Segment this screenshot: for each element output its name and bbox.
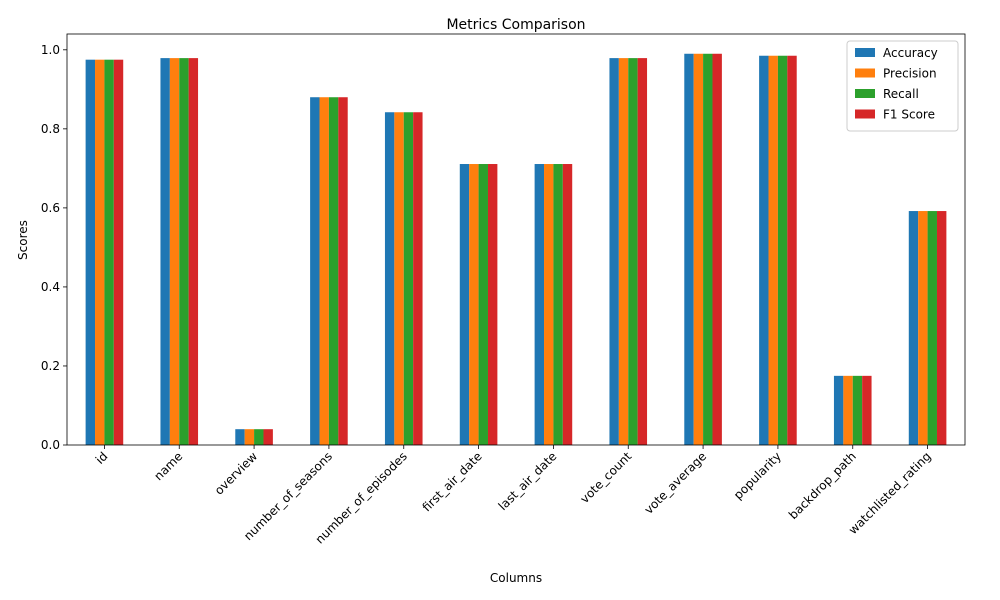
bar-recall-id xyxy=(104,59,114,445)
bar-accuracy-vote-average xyxy=(684,53,694,446)
legend-box xyxy=(846,40,959,132)
y-axis-label: Scores xyxy=(16,220,30,260)
x-axis-ticks: id name overviewnumber_of_seasonsnumber_of… xyxy=(93,445,934,547)
bar-accuracy-first-air-date xyxy=(459,164,470,446)
bar-precision-name xyxy=(169,58,180,446)
bar-f1-score-name xyxy=(188,58,199,446)
bar-recall-backdrop-path xyxy=(852,375,863,445)
bar-precision-popularity xyxy=(768,55,778,446)
y-tick-label: 0.4 xyxy=(41,280,60,294)
legend-swatch xyxy=(855,68,875,78)
bar-f1-score-popularity xyxy=(787,55,797,446)
bar-accuracy-number-of-episodes xyxy=(384,112,395,445)
y-tick-label: 1.0 xyxy=(41,43,60,57)
bar-accuracy-backdrop-path xyxy=(833,375,844,445)
bar-precision-vote-count xyxy=(618,58,629,446)
bar-accuracy-number-of-seasons xyxy=(310,97,320,445)
bar-precision-watchlisted-rating xyxy=(918,211,928,445)
y-axis-ticks: 0.0 0.2 0.4 0.6 0.8 1.0 xyxy=(41,43,67,452)
bar-f1-score-first-air-date xyxy=(487,164,498,446)
legend-label: Accuracy xyxy=(883,46,938,60)
plot-frame xyxy=(66,33,966,446)
bars-group xyxy=(85,53,947,446)
bar-recall-first-air-date xyxy=(478,164,488,446)
bar-f1-score-last-air-date xyxy=(562,164,573,446)
bar-accuracy-overview xyxy=(235,429,245,445)
bar-recall-number-of-seasons xyxy=(328,97,339,445)
x-tick-label: first_air_date xyxy=(420,449,485,514)
bar-recall-popularity xyxy=(777,55,788,446)
bar-precision-number-of-seasons xyxy=(319,97,329,445)
bar-recall-number-of-episodes xyxy=(403,112,414,445)
bar-recall-watchlisted-rating xyxy=(927,211,937,445)
bar-f1-score-backdrop-path xyxy=(862,375,872,445)
legend-swatch xyxy=(855,48,875,57)
x-tick-label: backdrop_path xyxy=(786,449,859,522)
x-tick-label: name xyxy=(151,449,185,483)
bar-accuracy-watchlisted-rating xyxy=(908,211,919,445)
legend: Accuracy Precision Recall F1 Score xyxy=(846,40,959,132)
bar-precision-id xyxy=(95,59,105,445)
bar-recall-name xyxy=(179,58,189,446)
chart-title: Metrics Comparison xyxy=(446,17,585,33)
y-tick-label: 0.6 xyxy=(41,201,60,215)
y-tick-label: 0.0 xyxy=(41,438,60,452)
y-tick-label: 0.2 xyxy=(41,359,60,373)
legend-label: Precision xyxy=(883,67,937,81)
bar-recall-overview xyxy=(254,429,264,445)
bar-accuracy-name xyxy=(160,58,170,446)
x-tick-label: vote_count xyxy=(578,449,635,506)
bar-f1-score-watchlisted-rating xyxy=(936,211,947,445)
bar-f1-score-number-of-seasons xyxy=(338,97,348,445)
x-tick-label: watchlisted_rating xyxy=(846,449,934,537)
bar-precision-vote-average xyxy=(693,53,704,446)
bar-accuracy-last-air-date xyxy=(534,164,545,446)
bar-precision-number-of-episodes xyxy=(394,112,404,445)
bar-f1-score-overview xyxy=(263,429,273,445)
bar-f1-score-vote-average xyxy=(712,53,722,446)
x-tick-label: last_air_date xyxy=(496,449,560,513)
bar-f1-score-number-of-episodes xyxy=(413,112,423,445)
legend-swatch xyxy=(855,89,875,98)
y-tick-label: 0.8 xyxy=(41,122,60,136)
bar-accuracy-popularity xyxy=(759,55,769,446)
legend-label: Recall xyxy=(883,87,919,101)
bar-precision-first-air-date xyxy=(469,164,479,446)
bar-precision-last-air-date xyxy=(544,164,554,446)
bar-recall-vote-count xyxy=(628,58,638,446)
bar-accuracy-vote-count xyxy=(609,58,619,446)
bar-f1-score-id xyxy=(113,59,124,445)
bar-precision-backdrop-path xyxy=(843,375,853,445)
legend-swatch xyxy=(855,109,875,119)
x-tick-label: overview xyxy=(212,449,260,497)
x-tick-label: id xyxy=(93,449,111,467)
bar-f1-score-vote-count xyxy=(637,58,648,446)
x-tick-label: vote_average xyxy=(642,449,710,517)
legend-label: F1 Score xyxy=(883,108,935,122)
x-tick-label: popularity xyxy=(731,449,784,502)
bar-accuracy-id xyxy=(85,59,96,445)
x-axis-label: Columns xyxy=(490,571,542,585)
bar-recall-last-air-date xyxy=(553,164,563,446)
bar-precision-overview xyxy=(244,429,255,445)
bar-recall-vote-average xyxy=(703,53,713,446)
